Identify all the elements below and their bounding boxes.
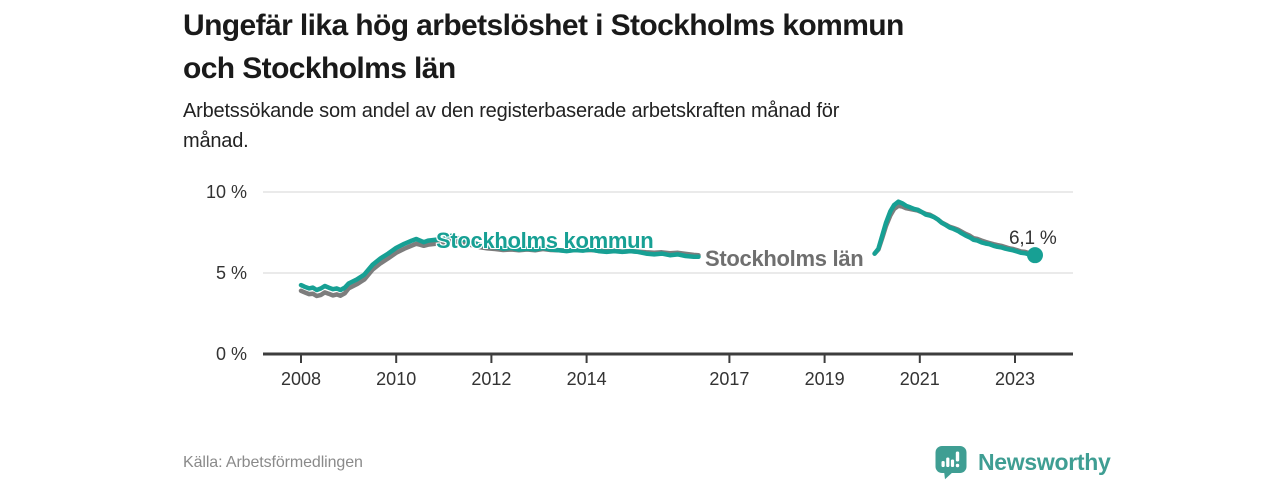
x-tick-label: 2017 <box>709 369 749 389</box>
x-tick-label: 2019 <box>805 369 845 389</box>
end-value-annotation: 6,1 % <box>1009 228 1057 249</box>
x-tick-label: 2010 <box>376 369 416 389</box>
newsworthy-bubble-chart-icon <box>935 446 967 480</box>
newsworthy-wordmark: Newsworthy <box>978 448 1111 475</box>
title-line-1: Ungefär lika hög arbetslöshet i Stockhol… <box>183 9 904 42</box>
x-tick-label: 2008 <box>281 369 321 389</box>
y-tick-label: 0 % <box>216 344 247 364</box>
x-tick-label: 2012 <box>471 369 511 389</box>
x-tick-label: 2014 <box>567 369 607 389</box>
source-text: Källa: Arbetsförmedlingen <box>183 454 363 471</box>
kommun-line <box>872 199 1038 258</box>
y-tick-label: 5 % <box>216 263 247 283</box>
y-tick-label: 10 % <box>206 182 247 202</box>
series-label-kommun: Stockholms kommun <box>436 228 654 253</box>
x-tick-label: 2021 <box>900 369 940 389</box>
series-label-lan: Stockholms län <box>703 246 866 271</box>
title-line-2: och Stockholms län <box>183 52 456 85</box>
x-tick-label: 2023 <box>995 369 1035 389</box>
page-title: Ungefär lika hög arbetslöshet i Stockhol… <box>183 4 904 90</box>
kommun-line <box>298 233 701 293</box>
end-dot <box>1026 247 1043 264</box>
newsworthy-logo: Newsworthy <box>934 444 1111 480</box>
page-subtitle: Arbetssökande som andel av den registerb… <box>183 96 839 156</box>
subtitle-line-2: månad. <box>183 130 249 152</box>
subtitle-line-1: Arbetssökande som andel av den registerb… <box>183 100 840 122</box>
